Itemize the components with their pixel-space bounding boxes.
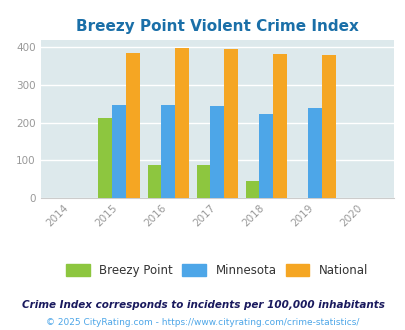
Bar (224, 50, 237, 198)
Bar (98, 118, 112, 198)
Bar (196, 165, 210, 198)
Bar (147, 165, 161, 198)
Text: © 2025 CityRating.com - https://www.cityrating.com/crime-statistics/: © 2025 CityRating.com - https://www.city… (46, 318, 359, 327)
Bar (308, 108, 322, 198)
Bar (273, 54, 286, 198)
Bar (322, 55, 335, 198)
Bar (245, 181, 259, 198)
Text: Crime Index corresponds to incidents per 100,000 inhabitants: Crime Index corresponds to incidents per… (21, 300, 384, 310)
Bar (112, 105, 126, 198)
Bar (161, 105, 175, 198)
Title: Breezy Point Violent Crime Index: Breezy Point Violent Crime Index (76, 19, 358, 34)
Bar (210, 106, 224, 198)
Bar (259, 114, 273, 198)
Bar (175, 48, 188, 198)
Bar (126, 53, 139, 198)
Legend: Breezy Point, Minnesota, National: Breezy Point, Minnesota, National (61, 259, 372, 282)
